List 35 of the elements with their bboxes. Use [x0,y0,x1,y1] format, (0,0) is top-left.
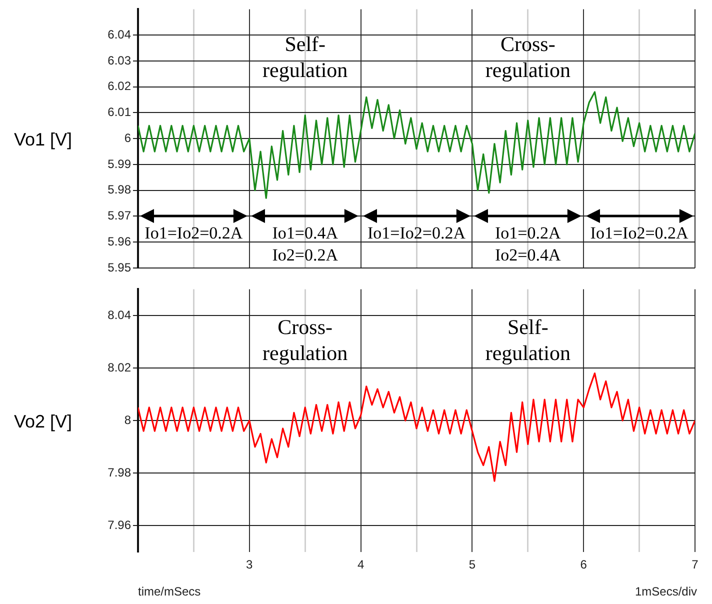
y-tick-label: 5.95 [108,260,132,274]
annotation: Io2=0.4A [495,245,562,264]
x-tick-label: 4 [357,558,364,572]
annotation: Cross-regulation [485,32,571,82]
y-tick-label: 8.02 [108,360,132,374]
annotation: Io2=0.2A [272,245,339,264]
annotation: Self-regulation [262,32,348,82]
annotation: Io1=Io2=0.2A [367,223,466,242]
y-axis-title: Vo1 [V] [14,130,72,150]
x-axis-title: time/mSecs [138,584,201,598]
y-tick-label: 7.98 [108,465,132,480]
y-tick-label: 5.97 [108,208,132,223]
annotation: Io1=0.2A [495,223,562,242]
text: 1mSecs/div [634,584,697,598]
y-tick-label: 6.01 [108,105,132,120]
x-tick-label: 7 [692,558,699,572]
y-tick-label: 6.03 [108,53,132,68]
y-tick-label: 6 [124,130,132,145]
y-axis-title: Vo2 [V] [14,412,72,432]
y-tick-label: 5.98 [108,182,132,197]
y-tick-label: 8.04 [108,308,132,322]
y-tick-label: 6.02 [108,79,132,94]
y-tick-label: 5.99 [108,156,132,171]
y-tick-label: 7.96 [108,518,132,532]
x-tick-label: 3 [246,558,254,572]
y-tick-label: 5.96 [108,234,132,248]
annotation: Cross-regulation [262,315,348,366]
annotation: Self-regulation [485,315,571,366]
y-tick-label: 6.04 [108,27,132,42]
annotation: Io1=Io2=0.2A [144,223,244,242]
x-tick-label: 6 [580,558,588,572]
y-tick-label: 8 [124,412,132,427]
x-tick-label: 5 [468,558,476,572]
annotation: Io1=0.4A [272,223,339,242]
annotation: Io1=Io2=0.2A [590,223,690,242]
